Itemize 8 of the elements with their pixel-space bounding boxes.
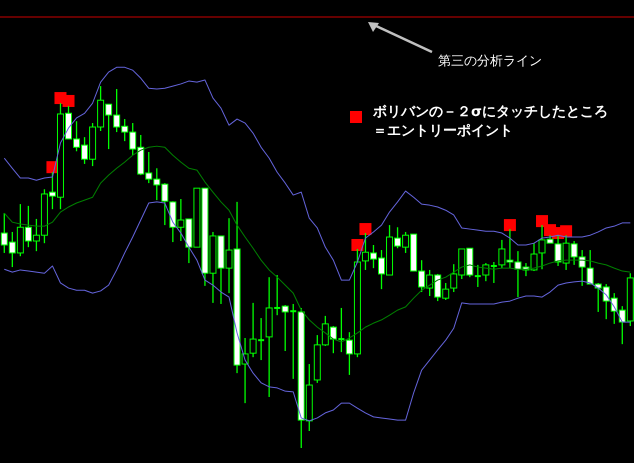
point [359,223,372,236]
point [504,219,516,232]
ref-line-label: 第三の分析ライン [438,54,542,69]
point [62,94,75,107]
point [351,238,364,251]
point [560,225,572,238]
point [536,215,548,228]
legend-label: ボリバンの－２σにタッチしたところ＝エントリーポイント [372,104,608,139]
